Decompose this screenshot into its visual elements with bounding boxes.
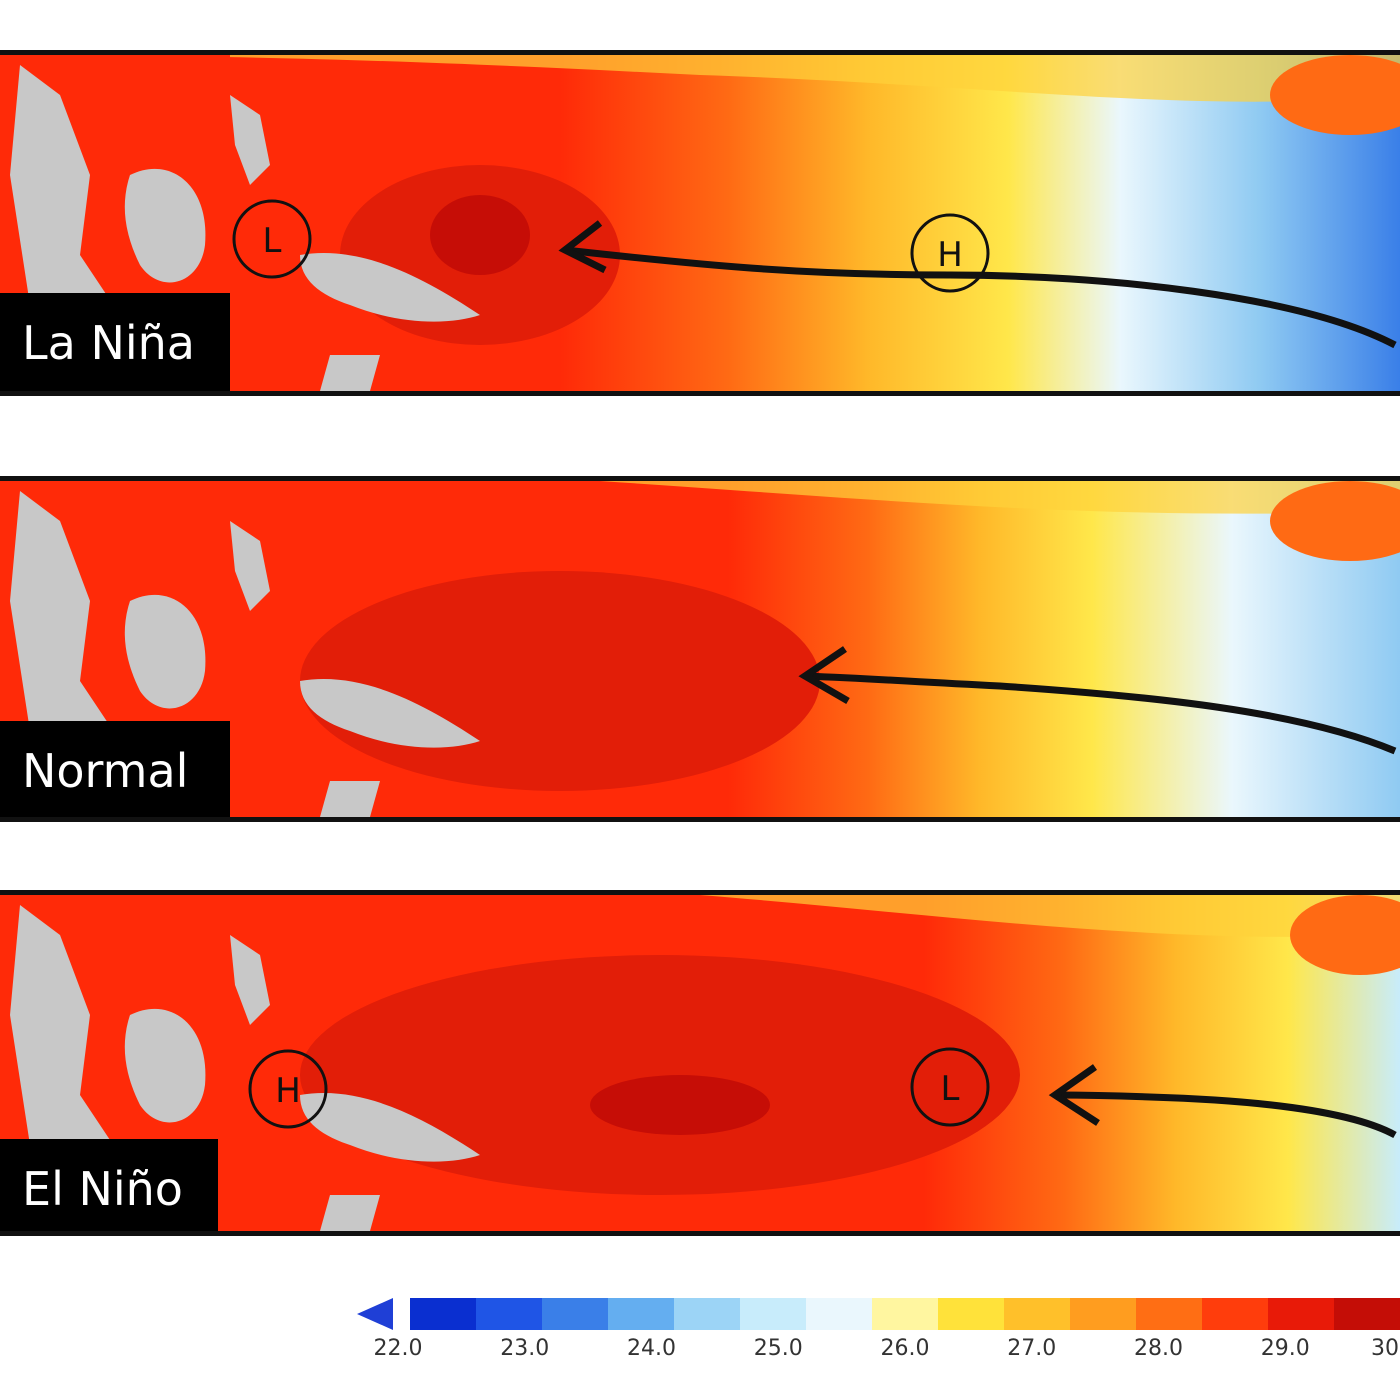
- colorbar-swatch: [674, 1298, 741, 1330]
- colorbar-swatch: [1334, 1298, 1400, 1330]
- low-pressure-icon: [910, 1047, 990, 1127]
- colorbar-tick-label: 30: [1371, 1336, 1399, 1361]
- high-pressure-icon: [910, 213, 990, 293]
- pressure-west-label: L: [263, 221, 282, 261]
- la-nina-label: La Niña: [22, 316, 195, 370]
- high-pressure-icon: [248, 1049, 328, 1129]
- colorbar-swatch: [740, 1298, 807, 1330]
- colorbar-ticks: 22.0 23.0 24.0 25.0 26.0 27.0 28.0 29.0 30: [355, 1336, 1400, 1376]
- colorbar-swatch: [410, 1298, 477, 1330]
- colorbar-tick-label: 23.0: [500, 1336, 550, 1361]
- colorbar-swatch: [1202, 1298, 1269, 1330]
- la-nina-panel: L H La Niña: [0, 50, 1400, 396]
- pressure-east-label: L: [941, 1069, 960, 1109]
- colorbar-tick-label: 22.0: [373, 1336, 423, 1361]
- pressure-west-label: H: [275, 1071, 301, 1111]
- normal-panel: Normal: [0, 476, 1400, 822]
- colorbar-tick-label: 25.0: [753, 1336, 803, 1361]
- el-nino-map: H L: [0, 895, 1400, 1231]
- colorbar-swatch: [542, 1298, 609, 1330]
- pressure-east-label: H: [937, 235, 963, 275]
- panel-label: La Niña: [0, 293, 230, 391]
- colorbar-swatch: [872, 1298, 939, 1330]
- colorbar-swatch: [938, 1298, 1005, 1330]
- colorbar-swatch: [608, 1298, 675, 1330]
- colorbar-swatch: [806, 1298, 873, 1330]
- temperature-colorbar: 22.0 23.0 24.0 25.0 26.0 27.0 28.0 29.0 30: [355, 1296, 1400, 1400]
- colorbar-swatches: [357, 1298, 1400, 1330]
- normal-label: Normal: [22, 744, 189, 798]
- low-pressure-icon: [232, 199, 312, 279]
- colorbar-arrow-icon: [357, 1298, 393, 1330]
- colorbar-swatch: [1004, 1298, 1071, 1330]
- el-nino-panel: H L El Niño: [0, 890, 1400, 1236]
- colorbar-swatch: [1136, 1298, 1203, 1330]
- normal-map: [0, 481, 1400, 817]
- colorbar-swatch: [476, 1298, 543, 1330]
- colorbar-tick-label: 26.0: [880, 1336, 930, 1361]
- colorbar-tick-label: 27.0: [1007, 1336, 1057, 1361]
- colorbar-tick-label: 24.0: [627, 1336, 676, 1361]
- colorbar-tick-label: 28.0: [1134, 1336, 1183, 1361]
- panel-label: El Niño: [0, 1139, 218, 1231]
- colorbar-swatch: [1070, 1298, 1137, 1330]
- colorbar-tick-label: 29.0: [1260, 1336, 1310, 1361]
- panel-label: Normal: [0, 721, 230, 817]
- el-nino-label: El Niño: [22, 1162, 183, 1216]
- colorbar-swatch: [1268, 1298, 1335, 1330]
